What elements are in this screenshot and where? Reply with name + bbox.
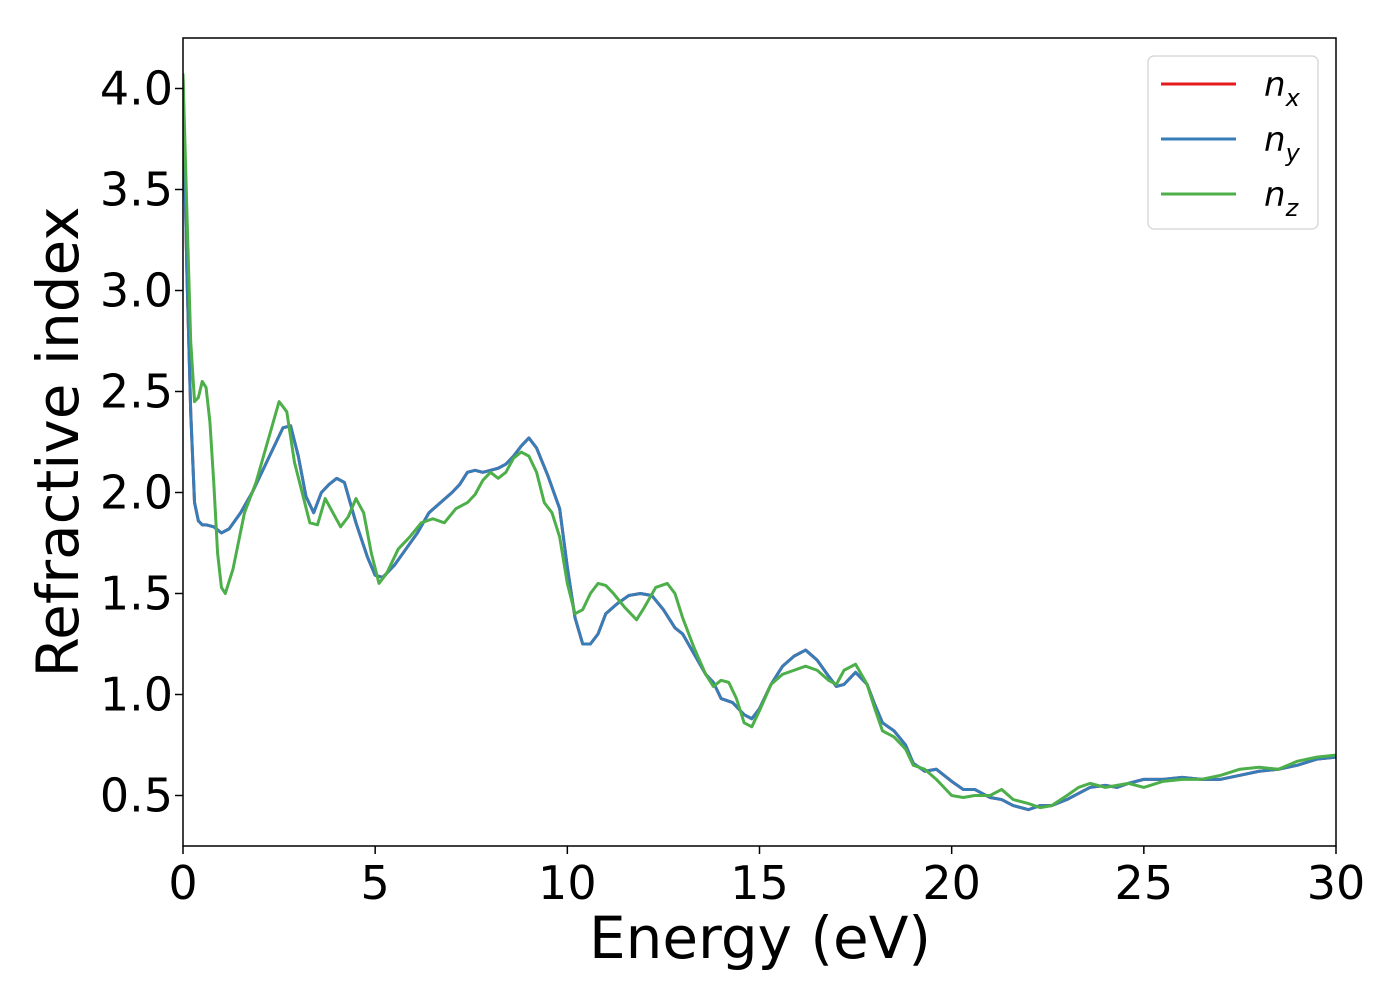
x-tick-label-15: 15 <box>730 856 789 910</box>
legend-label-subscript-n-z: z <box>1285 194 1300 222</box>
x-tick-label-20: 20 <box>922 856 981 910</box>
series-lines <box>183 72 1336 812</box>
y-tick-label-3-5: 3.5 <box>100 163 173 217</box>
series-line-n-z <box>183 72 1336 810</box>
y-tick-label-0-5: 0.5 <box>100 769 173 823</box>
x-tick-label-25: 25 <box>1115 856 1174 910</box>
plot-area: 0 5 10 15 20 25 30 0.5 1.0 1.5 2.0 2.5 3.0 3.5 4.0 <box>100 37 1366 910</box>
legend-label-n-z: nz <box>1264 175 1300 222</box>
legend-label-base-n-z: n <box>1264 175 1286 215</box>
x-tick-label-0: 0 <box>168 856 197 910</box>
y-tick-label-1-0: 1.0 <box>100 668 173 722</box>
legend-box <box>1147 55 1319 230</box>
axes: 0 5 10 15 20 25 30 0.5 1.0 1.5 2.0 2.5 3.0 3.5 4.0 <box>100 37 1366 910</box>
x-tick-label-5: 5 <box>361 856 390 910</box>
y-tick-label-4-0: 4.0 <box>100 62 173 116</box>
legend-label-subscript-n-y: y <box>1285 139 1301 167</box>
y-tick-label-2-5: 2.5 <box>100 365 173 419</box>
x-tick-label-10: 10 <box>538 856 597 910</box>
legend-label-subscript-n-x: x <box>1285 84 1301 112</box>
legend-label-base-n-y: n <box>1264 120 1286 160</box>
legend-label-base-n-x: n <box>1264 65 1286 105</box>
x-axis-label: Energy (eV) <box>589 904 931 972</box>
legend-label-n-y: ny <box>1264 120 1301 167</box>
legend-label-n-x: nx <box>1264 65 1301 112</box>
x-tick-label-30: 30 <box>1307 856 1366 910</box>
y-tick-label-1-5: 1.5 <box>100 567 173 621</box>
y-tick-label-2-0: 2.0 <box>100 466 173 520</box>
y-axis-label: Refractive index <box>24 206 92 677</box>
y-tick-label-3-0: 3.0 <box>100 264 173 318</box>
